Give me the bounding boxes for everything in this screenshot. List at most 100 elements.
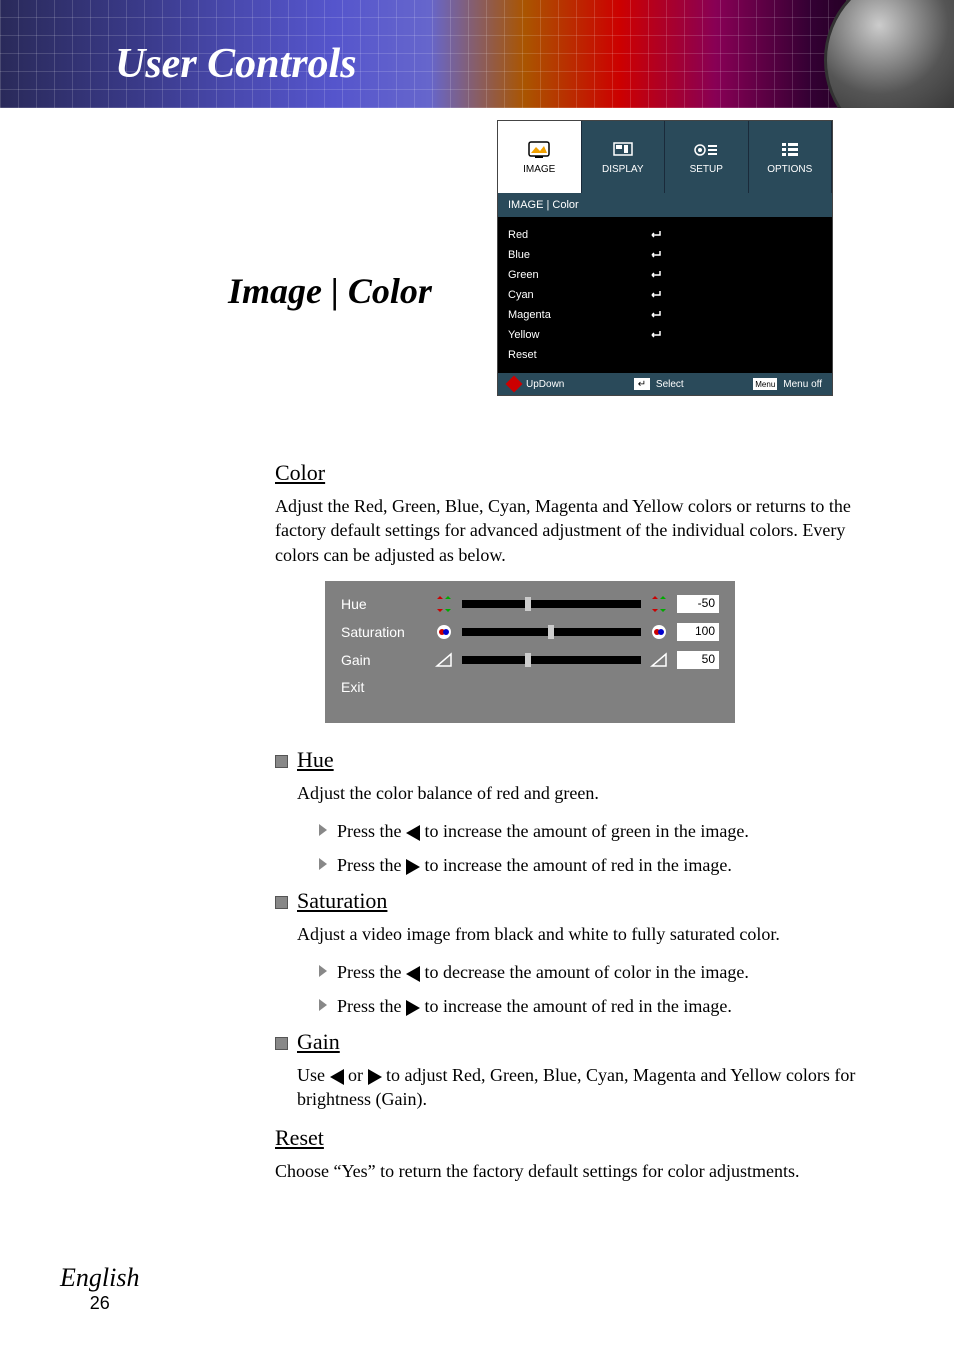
osd-tab-image[interactable]: IMAGE [498,121,582,193]
right-arrow-icon [406,859,420,875]
text: or [344,1065,368,1085]
osd-footer-updown: UpDown [526,379,564,390]
left-arrow-icon [406,966,420,982]
left-arrow-icon [330,1069,344,1085]
enter-icon [648,290,662,300]
text: to decrease the amount of color in the i… [420,962,749,982]
enter-icon [648,270,662,280]
gain-icon-right [649,651,669,669]
hue-heading: Hue [297,747,875,773]
osd-items-list: Red Blue Green Cyan Magenta Yellow Reset [498,217,832,373]
text: Press the [337,996,406,1016]
slider-value: -50 [677,595,719,613]
osd-tab-label: OPTIONS [767,164,812,175]
hue-icon-left [434,595,454,613]
page-title: User Controls [115,40,357,88]
osd-item-label: Yellow [508,329,648,341]
gain-heading: Gain [297,1029,875,1055]
hue-icon-right [649,595,669,613]
osd-tab-label: SETUP [690,164,723,175]
content-area: Color Adjust the Red, Green, Blue, Cyan,… [275,460,875,1198]
osd-item-yellow[interactable]: Yellow [508,325,822,345]
osd-tab-options[interactable]: OPTIONS [749,121,833,193]
right-arrow-icon [368,1069,382,1085]
left-arrow-icon [406,825,420,841]
slider-label: Gain [341,652,426,668]
saturation-paragraph: Adjust a video image from black and whit… [297,922,875,946]
slider-track[interactable] [462,628,641,636]
text: to increase the amount of red in the ima… [420,855,732,875]
enter-icon [648,250,662,260]
saturation-bullet-2: Press the to increase the amount of red … [319,994,875,1018]
slider-thumb[interactable] [525,597,531,611]
slider-label: Saturation [341,624,426,640]
osd-tab-setup[interactable]: SETUP [665,121,749,193]
osd-item-label: Red [508,229,648,241]
slider-track[interactable] [462,656,641,664]
osd-tabs: IMAGE DISPLAY SETUP OPTIONS [498,121,832,193]
gain-paragraph: Use or to adjust Red, Green, Blue, Cyan,… [297,1063,875,1112]
osd-breadcrumb: IMAGE | Color [498,193,832,217]
osd-item-label: Cyan [508,289,648,301]
osd-item-reset[interactable]: Reset [508,345,822,365]
menu-icon: Menu [753,378,777,390]
text: Press the [337,962,406,982]
osd-footer-menuoff: Menu off [783,379,822,390]
slider-label: Hue [341,596,426,612]
display-icon [609,140,637,160]
slider-thumb[interactable] [525,653,531,667]
text: Press the [337,855,406,875]
lens-decoration [824,0,954,108]
right-arrow-icon [406,1000,420,1016]
osd-item-blue[interactable]: Blue [508,245,822,265]
slider-row-saturation[interactable]: Saturation 100 [341,623,719,641]
slider-label: Exit [341,679,426,695]
saturation-bullet-1: Press the to decrease the amount of colo… [319,960,875,984]
osd-item-label: Reset [508,349,648,361]
text: to increase the amount of green in the i… [420,821,749,841]
slider-row-gain[interactable]: Gain 50 [341,651,719,669]
slider-row-hue[interactable]: Hue -50 [341,595,719,613]
image-icon [525,140,553,160]
osd-tab-display[interactable]: DISPLAY [582,121,666,193]
saturation-icon-right [649,623,669,641]
slider-panel: Hue -50 Saturation 100 Gain 50 Exit [325,581,735,723]
gain-icon-left [434,651,454,669]
osd-item-magenta[interactable]: Magenta [508,305,822,325]
hue-bullet-2: Press the to increase the amount of red … [319,853,875,877]
saturation-heading: Saturation [297,888,875,914]
options-icon [776,140,804,160]
osd-item-label: Blue [508,249,648,261]
text: to adjust Red, Green, Blue, Cyan, Magent… [297,1065,855,1109]
color-heading: Color [275,460,875,486]
select-icon: ↵ [634,378,650,390]
osd-item-label: Green [508,269,648,281]
slider-row-exit[interactable]: Exit [341,679,719,695]
header-banner: User Controls [0,0,954,108]
osd-item-green[interactable]: Green [508,265,822,285]
osd-menu: IMAGE DISPLAY SETUP OPTIONS IMAGE | Colo… [497,120,833,396]
section-title: Image | Color [228,270,432,312]
setup-icon [692,140,720,160]
reset-heading: Reset [275,1125,875,1151]
footer-language: English [60,1263,139,1293]
footer-page-number: 26 [60,1293,139,1314]
reset-paragraph: Choose “Yes” to return the factory defau… [275,1159,875,1183]
slider-thumb[interactable] [548,625,554,639]
color-paragraph: Adjust the Red, Green, Blue, Cyan, Magen… [275,494,875,567]
slider-track[interactable] [462,600,641,608]
osd-tab-label: IMAGE [523,164,555,175]
osd-footer-select: Select [656,379,684,390]
text: to increase the amount of red in the ima… [420,996,732,1016]
osd-item-red[interactable]: Red [508,225,822,245]
osd-item-label: Magenta [508,309,648,321]
slider-value: 50 [677,651,719,669]
saturation-icon-left [434,623,454,641]
text: Press the [337,821,406,841]
osd-tab-label: DISPLAY [602,164,644,175]
enter-icon [648,330,662,340]
text: Use [297,1065,330,1085]
slider-value: 100 [677,623,719,641]
updown-icon [506,376,523,393]
osd-item-cyan[interactable]: Cyan [508,285,822,305]
